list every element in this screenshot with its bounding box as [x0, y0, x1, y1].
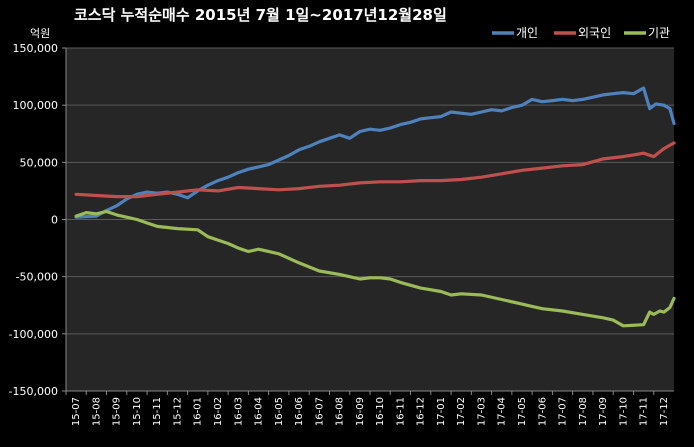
legend: 개인 외국인 기관: [492, 26, 670, 40]
x-tick-label: 15-11: [152, 397, 163, 426]
x-tick-label: 16-09: [355, 397, 366, 426]
legend-label-1: 개인: [516, 26, 538, 40]
x-tick-label: 16-11: [395, 397, 406, 426]
x-tick-label: 16-05: [274, 397, 285, 426]
x-tick-label: 15-12: [172, 397, 183, 426]
series-layer: [74, 86, 676, 328]
chart-title: 코스닥 누적순매수 2015년 7월 1일~2017년12월28일: [74, 6, 447, 24]
x-tick-label: 17-11: [639, 397, 650, 426]
x-tick-label: 15-07: [71, 397, 82, 426]
series-line-3: [74, 209, 676, 328]
x-tick-label: 16-10: [375, 397, 386, 426]
x-tick-label: 15-08: [91, 397, 102, 426]
series-line-1: [74, 86, 676, 219]
legend-label-2: 외국인: [578, 26, 611, 40]
x-tick-label: 17-10: [618, 397, 629, 426]
grid: [66, 47, 674, 335]
x-tick-label: 16-02: [213, 397, 224, 426]
y-tick-label: 100,000: [13, 99, 59, 112]
x-tick-label: 17-08: [578, 397, 589, 426]
y-tick-label: -100,000: [9, 328, 58, 341]
y-tick-label: -50,000: [16, 271, 58, 284]
x-tick-label: 17-07: [558, 397, 569, 426]
x-tick-label: 16-04: [254, 397, 265, 426]
x-tick-label: 17-05: [517, 397, 528, 426]
x-tick-label: 15-10: [132, 397, 143, 426]
y-tick-label: 0: [51, 214, 58, 227]
y-tick-label: 50,000: [20, 156, 59, 169]
y-tick-label: -150,000: [9, 385, 58, 398]
x-tick-label: 17-12: [659, 397, 670, 426]
series-line-2: [74, 141, 676, 199]
x-tick-label: 16-07: [314, 397, 325, 426]
y-tick-label: 150,000: [13, 42, 59, 55]
x-tick-label: 16-08: [335, 397, 346, 426]
x-tick-label: 17-03: [476, 397, 487, 426]
x-axis: 15-07 15-08 15-09 15-10 15-11 15-12 16-01 16-02…: [65, 391, 670, 426]
x-tick-label: 16-01: [193, 397, 204, 426]
x-tick-label: 17-04: [497, 397, 508, 426]
x-tick-label: 16-03: [233, 397, 244, 426]
x-tick-label: 16-12: [416, 397, 427, 426]
x-tick-label: 17-02: [456, 397, 467, 426]
x-tick-label: 16-06: [294, 397, 305, 426]
legend-label-3: 기관: [648, 26, 670, 40]
y-unit-label: 억원: [30, 27, 50, 40]
x-tick-label: 17-01: [436, 397, 447, 426]
x-tick-label: 17-09: [598, 397, 609, 426]
x-tick-label: 15-09: [112, 397, 123, 426]
x-tick-label: 17-06: [537, 397, 548, 426]
